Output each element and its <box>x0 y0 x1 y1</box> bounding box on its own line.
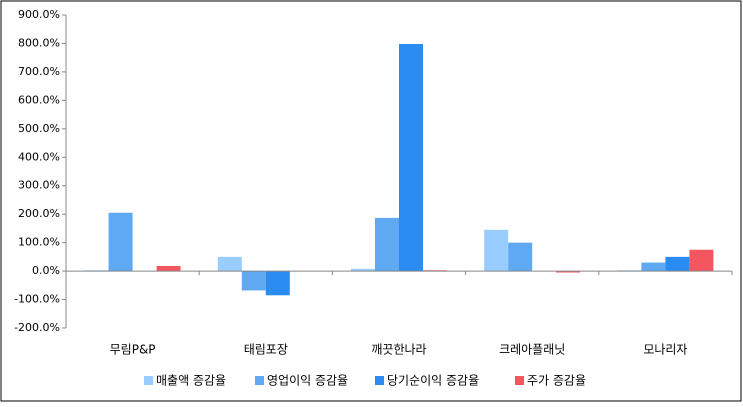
legend-swatch <box>515 376 524 385</box>
y-tick-label: 200.0% <box>18 207 60 220</box>
legend-label: 영업이익 증감율 <box>267 374 348 388</box>
bar <box>665 256 690 272</box>
y-tick-label: -100.0% <box>14 293 60 306</box>
y-tick-label: 300.0% <box>18 179 60 192</box>
y-tick-label: 400.0% <box>18 150 60 163</box>
x-tick-label: 모나리자 <box>643 343 687 357</box>
bar <box>241 271 266 291</box>
x-tick-label: 무림P&P <box>110 343 156 357</box>
bar <box>375 217 399 272</box>
y-tick-label: 800.0% <box>18 36 60 49</box>
y-tick-label: 900.0% <box>18 8 60 21</box>
bar <box>399 44 423 272</box>
legend-label: 주가 증감율 <box>527 374 586 388</box>
bar <box>108 212 133 272</box>
bar <box>265 271 290 296</box>
bar <box>156 265 181 272</box>
x-tick-label: 태림포장 <box>244 343 288 357</box>
legend-label: 매출액 증감율 <box>156 374 226 388</box>
legend-swatch <box>375 376 384 385</box>
legend-swatch <box>144 376 153 385</box>
bar <box>217 256 242 272</box>
legend-swatch <box>255 376 264 385</box>
y-tick-label: 500.0% <box>18 122 60 135</box>
y-tick-label: 700.0% <box>18 65 60 78</box>
bar <box>641 262 666 272</box>
x-tick-label: 깨끗한나라 <box>371 343 426 357</box>
bar <box>508 242 533 272</box>
bar <box>556 271 581 273</box>
bar <box>484 229 509 272</box>
y-tick-label: 0.0% <box>32 264 60 277</box>
y-tick-label: 600.0% <box>18 93 60 106</box>
x-tick-label: 크레아플래닛 <box>499 343 565 357</box>
y-tick-label: -200.0% <box>14 321 60 334</box>
y-tick-label: 100.0% <box>18 236 60 249</box>
bar <box>351 268 375 272</box>
legend-label: 당기순이익 증감율 <box>387 374 479 388</box>
bar <box>689 249 714 272</box>
